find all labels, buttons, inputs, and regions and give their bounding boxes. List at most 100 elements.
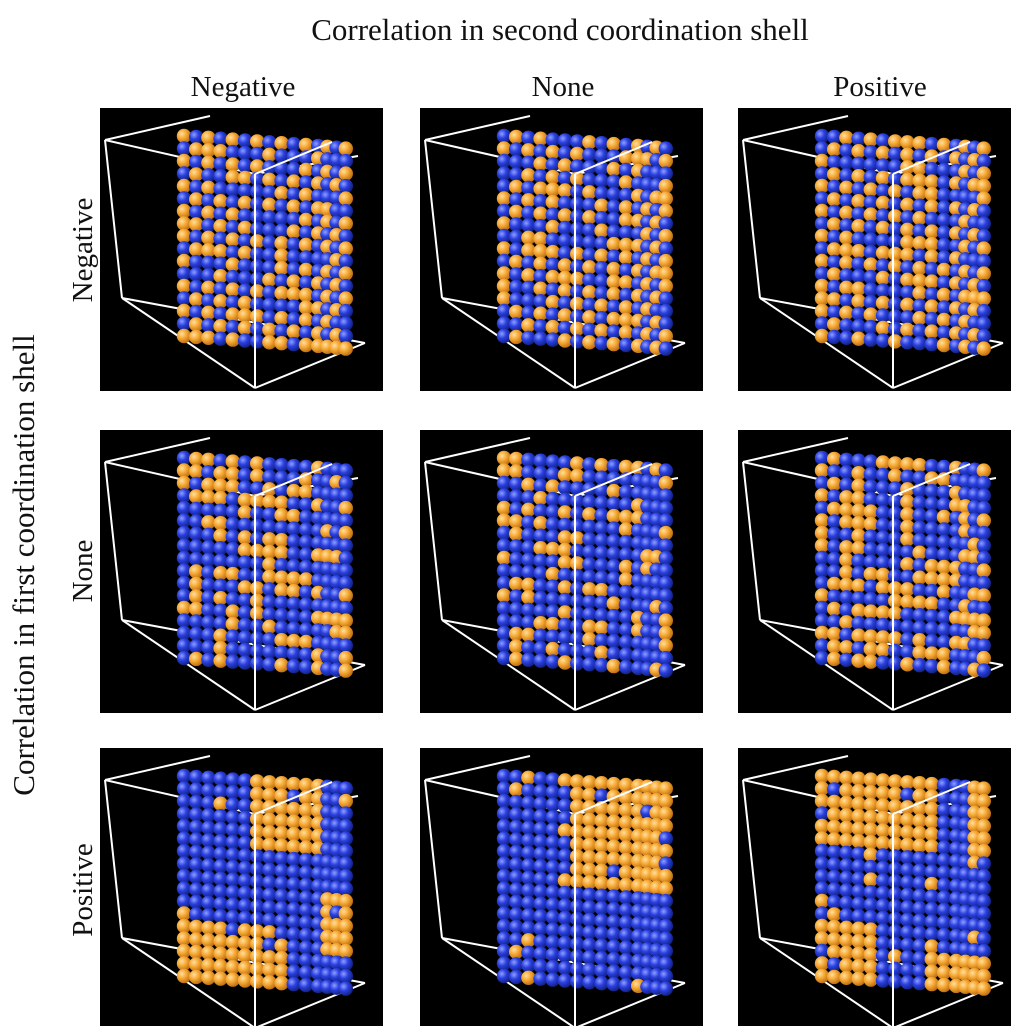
atom [557, 605, 573, 620]
atom [298, 915, 314, 930]
atom [176, 881, 192, 896]
atom [900, 887, 915, 902]
atom [189, 204, 204, 220]
atom [839, 465, 854, 480]
atom [827, 501, 842, 517]
atom [851, 231, 866, 246]
atom [189, 969, 204, 985]
atom [533, 641, 548, 656]
atom [298, 572, 314, 587]
atom [912, 223, 927, 238]
atom [545, 132, 560, 147]
atom [570, 961, 585, 977]
atom [875, 823, 891, 838]
atom [594, 286, 609, 301]
atom [213, 809, 228, 824]
atom [606, 249, 621, 264]
atom [582, 235, 597, 250]
atom [176, 166, 192, 181]
atom [250, 196, 265, 212]
atom [557, 617, 573, 633]
atom [213, 566, 228, 581]
atom [274, 658, 289, 673]
atom [863, 307, 878, 322]
atom [213, 206, 228, 221]
atom [936, 484, 952, 500]
atom [201, 627, 216, 642]
atom [225, 579, 240, 594]
atom [521, 577, 536, 592]
atom [936, 659, 952, 675]
atom [936, 509, 952, 525]
atom [570, 861, 585, 877]
atom [888, 899, 903, 914]
atom [237, 885, 253, 901]
atom [286, 976, 301, 992]
atom [509, 907, 524, 922]
atom [924, 571, 939, 586]
atom [557, 630, 573, 645]
atom [237, 295, 253, 311]
atom [262, 925, 277, 940]
atom [924, 889, 939, 904]
atom [201, 268, 216, 283]
atom [658, 968, 673, 984]
atom [237, 630, 253, 645]
panel [100, 748, 383, 1031]
atom [201, 933, 216, 948]
atom [851, 971, 866, 986]
atom [189, 279, 204, 295]
cube-edge [892, 781, 971, 815]
atom [924, 311, 939, 327]
atom [509, 919, 524, 935]
atom [936, 802, 952, 818]
atom [606, 608, 621, 624]
atom [545, 579, 560, 594]
atom [618, 940, 634, 955]
atom [189, 539, 204, 554]
atom [875, 567, 891, 583]
atom [851, 566, 866, 581]
atom [863, 834, 878, 850]
atom [875, 480, 891, 495]
atom [250, 924, 265, 939]
atom [225, 529, 240, 544]
atom [533, 859, 548, 874]
atom [338, 550, 353, 566]
atom [338, 278, 353, 294]
atom [875, 580, 891, 595]
atom [250, 861, 265, 877]
atom [606, 136, 621, 152]
atom [814, 303, 830, 319]
atom [618, 890, 634, 905]
atom [570, 936, 585, 952]
atom [213, 946, 228, 961]
atom [582, 532, 597, 547]
atom [618, 877, 634, 893]
atom [496, 868, 512, 884]
atom [250, 468, 265, 484]
atom [521, 945, 536, 960]
atom [262, 632, 277, 647]
atom [262, 607, 277, 622]
atom [606, 851, 621, 867]
atom [888, 581, 903, 596]
cube-edge [104, 755, 211, 781]
atom [496, 856, 512, 871]
atom [274, 776, 289, 791]
atom [201, 155, 216, 170]
atom [176, 650, 192, 666]
atom [521, 895, 536, 910]
atom [545, 182, 560, 197]
atom [262, 222, 277, 237]
atom [225, 454, 240, 469]
atom [924, 211, 939, 227]
atom [250, 321, 265, 337]
atom [606, 951, 621, 967]
atom [237, 567, 253, 583]
atom [286, 136, 301, 152]
atom [225, 834, 240, 850]
atom [582, 594, 597, 609]
atom [924, 533, 939, 549]
atom [201, 652, 216, 667]
